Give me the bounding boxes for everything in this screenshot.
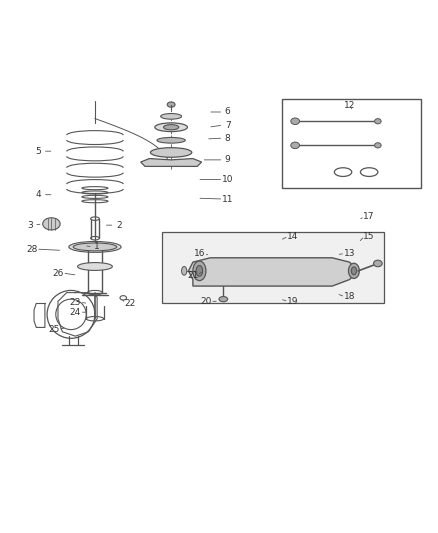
Text: 5: 5 — [35, 147, 41, 156]
Text: 12: 12 — [344, 101, 355, 110]
Ellipse shape — [219, 296, 228, 302]
Polygon shape — [188, 258, 358, 286]
Text: 8: 8 — [225, 134, 230, 143]
Text: 24: 24 — [70, 308, 81, 317]
Bar — [282, 99, 421, 188]
Ellipse shape — [182, 266, 187, 275]
Ellipse shape — [167, 102, 175, 107]
Text: 16: 16 — [194, 249, 205, 258]
Text: 28: 28 — [26, 245, 38, 254]
Text: 9: 9 — [225, 156, 230, 164]
Ellipse shape — [291, 142, 300, 149]
Text: 17: 17 — [364, 212, 375, 221]
Text: 7: 7 — [225, 120, 230, 130]
Ellipse shape — [157, 138, 185, 143]
Ellipse shape — [349, 263, 359, 278]
Ellipse shape — [196, 265, 203, 276]
Text: 1: 1 — [94, 243, 100, 252]
Ellipse shape — [193, 261, 206, 281]
Text: 15: 15 — [364, 231, 375, 240]
Ellipse shape — [78, 263, 113, 270]
Text: 3: 3 — [27, 221, 32, 230]
Text: 26: 26 — [52, 269, 64, 278]
Ellipse shape — [73, 243, 117, 251]
Polygon shape — [162, 232, 385, 303]
Text: 20: 20 — [200, 297, 212, 306]
Ellipse shape — [150, 148, 192, 157]
Text: 23: 23 — [70, 298, 81, 306]
Text: 2: 2 — [116, 221, 122, 230]
Text: 19: 19 — [287, 297, 299, 306]
Ellipse shape — [374, 119, 381, 124]
Ellipse shape — [69, 241, 121, 252]
Text: 22: 22 — [124, 299, 135, 308]
Text: 4: 4 — [35, 190, 41, 199]
Text: 11: 11 — [222, 195, 233, 204]
Text: 25: 25 — [48, 325, 59, 334]
Ellipse shape — [374, 260, 382, 266]
Ellipse shape — [374, 143, 381, 148]
Ellipse shape — [291, 118, 300, 125]
Ellipse shape — [351, 267, 357, 275]
Text: 14: 14 — [287, 231, 299, 240]
Text: 21: 21 — [187, 271, 198, 280]
Text: 6: 6 — [225, 108, 230, 117]
Ellipse shape — [155, 123, 187, 132]
Text: 10: 10 — [222, 175, 233, 184]
Text: 13: 13 — [344, 249, 355, 258]
Ellipse shape — [161, 114, 182, 119]
Ellipse shape — [43, 218, 60, 230]
Polygon shape — [141, 158, 201, 166]
Text: 18: 18 — [344, 293, 355, 302]
Ellipse shape — [163, 125, 179, 130]
